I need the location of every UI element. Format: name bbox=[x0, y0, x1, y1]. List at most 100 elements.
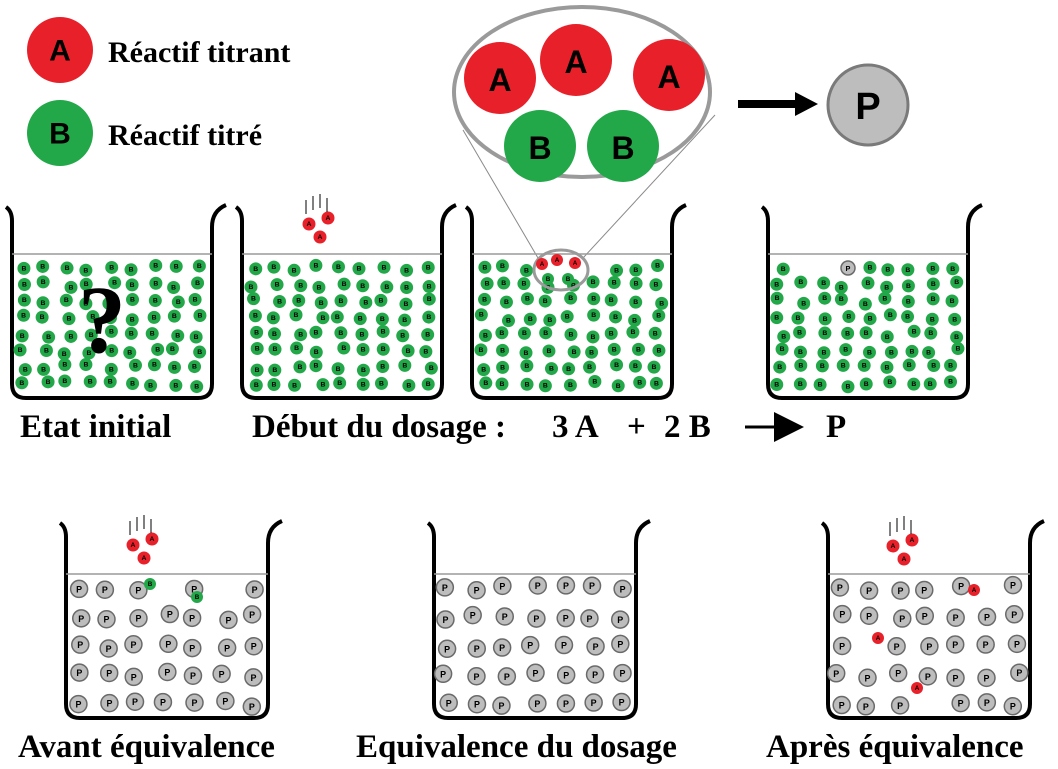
particle-b: B bbox=[268, 363, 282, 377]
svg-text:B: B bbox=[273, 346, 278, 353]
svg-text:B: B bbox=[86, 350, 91, 357]
svg-text:B: B bbox=[818, 382, 823, 389]
particle-b: B bbox=[496, 343, 510, 357]
svg-text:B: B bbox=[41, 300, 46, 307]
particle-p: P bbox=[840, 260, 856, 276]
svg-text:B: B bbox=[46, 379, 51, 386]
particle-b: B bbox=[564, 291, 578, 305]
particle-b: B bbox=[818, 291, 832, 305]
particle-p: P bbox=[124, 667, 143, 687]
particle-b: B bbox=[83, 375, 97, 389]
particle-b: B bbox=[309, 258, 323, 272]
svg-text:B: B bbox=[253, 313, 258, 320]
particle-b: B bbox=[542, 344, 556, 358]
svg-text:B: B bbox=[611, 130, 634, 166]
particle-b: B bbox=[586, 275, 600, 289]
svg-text:P: P bbox=[165, 639, 171, 649]
particle-b: B bbox=[497, 276, 511, 290]
svg-text:B: B bbox=[193, 296, 198, 303]
particle-b: B bbox=[421, 328, 435, 342]
svg-text:B: B bbox=[339, 298, 344, 305]
svg-text:B: B bbox=[587, 364, 592, 371]
svg-text:P: P bbox=[76, 668, 82, 678]
particle-b: B bbox=[86, 310, 100, 324]
svg-text:P: P bbox=[75, 700, 81, 710]
svg-text:B: B bbox=[884, 364, 889, 371]
svg-text:P: P bbox=[473, 672, 479, 682]
svg-text:P: P bbox=[563, 614, 569, 624]
particle-b: B bbox=[309, 359, 323, 373]
svg-text:B: B bbox=[863, 301, 868, 308]
svg-text:B: B bbox=[843, 347, 848, 354]
particle-b: B bbox=[839, 343, 853, 357]
svg-text:B: B bbox=[271, 315, 276, 322]
svg-text:B: B bbox=[108, 315, 113, 322]
particle-b: B bbox=[250, 363, 264, 377]
svg-text:B: B bbox=[774, 281, 779, 288]
svg-text:P: P bbox=[167, 610, 173, 620]
particle-b: B bbox=[396, 329, 410, 343]
svg-text:B: B bbox=[197, 349, 202, 356]
svg-text:B: B bbox=[41, 366, 46, 373]
svg-text:P: P bbox=[499, 581, 505, 591]
particle-b: B bbox=[267, 378, 281, 392]
svg-text:B: B bbox=[170, 346, 175, 353]
svg-text:B: B bbox=[798, 279, 803, 286]
particle-b: B bbox=[102, 296, 116, 310]
particle-b: B bbox=[309, 345, 323, 359]
particle-b: B bbox=[901, 279, 915, 293]
svg-text:B: B bbox=[868, 316, 873, 323]
svg-text:B: B bbox=[314, 349, 319, 356]
particle-p: P bbox=[891, 581, 910, 600]
svg-text:B: B bbox=[173, 382, 178, 389]
svg-text:B: B bbox=[174, 263, 179, 270]
svg-text:P: P bbox=[249, 702, 255, 712]
particle-b: B bbox=[652, 343, 666, 357]
svg-text:B: B bbox=[887, 379, 892, 386]
svg-text:B: B bbox=[655, 263, 660, 270]
equation-b: 2 B bbox=[664, 409, 711, 445]
particle-b: B bbox=[266, 311, 280, 325]
particle-p: P bbox=[826, 664, 846, 683]
svg-text:B: B bbox=[524, 350, 529, 357]
svg-text:B: B bbox=[612, 280, 617, 287]
svg-text:B: B bbox=[427, 296, 432, 303]
particle-b: B bbox=[922, 346, 936, 360]
particle-p: P bbox=[153, 692, 173, 712]
svg-text:B: B bbox=[361, 347, 366, 354]
svg-text:P: P bbox=[78, 614, 84, 624]
svg-text:B: B bbox=[336, 264, 341, 271]
particle-b: B bbox=[564, 327, 578, 341]
particle-a: A bbox=[321, 211, 335, 225]
particle-b: B bbox=[776, 262, 790, 276]
svg-text:P: P bbox=[586, 614, 592, 624]
svg-text:P: P bbox=[984, 673, 990, 683]
svg-text:B: B bbox=[46, 334, 51, 341]
svg-text:B: B bbox=[21, 265, 26, 272]
particle-p: P bbox=[613, 579, 632, 599]
particle-b: B bbox=[923, 377, 937, 391]
particle-p: P bbox=[217, 638, 237, 658]
particle-p: P bbox=[612, 692, 631, 712]
particle-b: B bbox=[267, 260, 281, 274]
particle-b: B bbox=[356, 279, 370, 293]
svg-text:P: P bbox=[499, 643, 505, 653]
svg-text:B: B bbox=[298, 283, 303, 290]
particle-p: P bbox=[1007, 634, 1027, 654]
svg-text:B: B bbox=[885, 267, 890, 274]
particle-b: B bbox=[59, 293, 73, 307]
particle-b: B bbox=[337, 341, 351, 355]
svg-text:B: B bbox=[319, 300, 324, 307]
particle-b: B bbox=[352, 262, 366, 276]
svg-text:B: B bbox=[44, 348, 49, 355]
svg-text:B: B bbox=[888, 312, 893, 319]
svg-text:B: B bbox=[884, 284, 889, 291]
particle-b: B bbox=[520, 292, 534, 306]
particle-p: P bbox=[1003, 575, 1023, 595]
particle-b: B bbox=[359, 295, 373, 309]
svg-text:B: B bbox=[106, 300, 111, 307]
particle-b: B bbox=[501, 314, 515, 328]
svg-text:P: P bbox=[131, 672, 137, 682]
svg-text:P: P bbox=[839, 641, 845, 651]
particle-b: B bbox=[520, 359, 534, 373]
